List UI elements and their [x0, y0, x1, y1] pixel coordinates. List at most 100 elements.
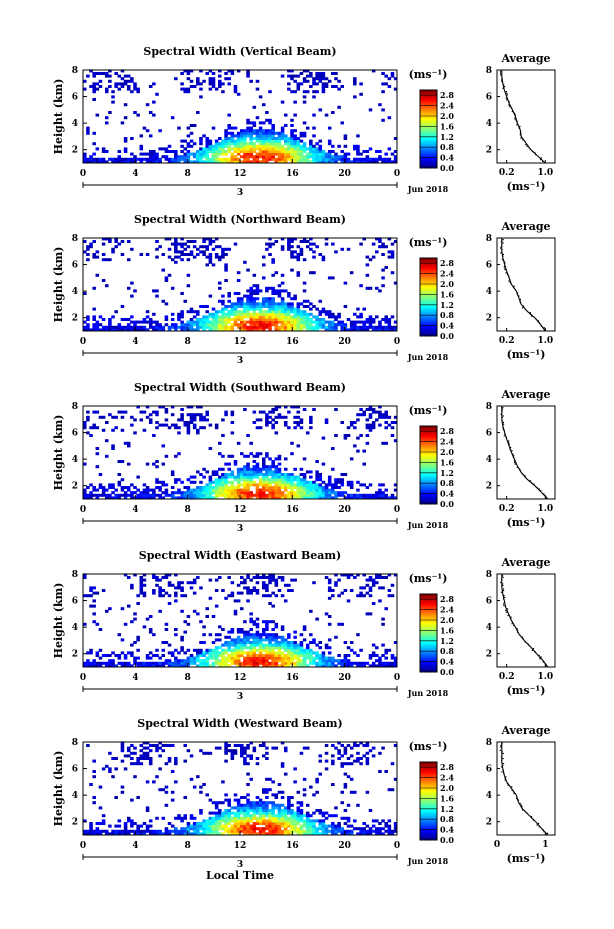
heatmap-cell [252, 648, 257, 652]
heatmap-cell [86, 131, 90, 135]
heatmap-cell [236, 488, 241, 492]
heatmap-cell [255, 302, 260, 306]
heatmap-cell [277, 803, 282, 807]
colorbar-segment [420, 666, 437, 669]
heatmap-cell [255, 486, 260, 489]
heatmap-cell [224, 129, 228, 133]
heatmap-cell [334, 77, 338, 81]
heatmap-cell [290, 486, 294, 489]
heatmap-cell [227, 641, 231, 644]
heatmap-cell [393, 439, 398, 443]
heatmap-cell [158, 594, 162, 598]
heatmap-cell [86, 410, 90, 414]
heatmap-cell [255, 801, 260, 805]
heatmap-cell [227, 312, 231, 316]
heatmap-cell [208, 325, 213, 329]
heatmap-cell [331, 157, 335, 161]
heatmap-cell [101, 237, 106, 241]
colorbar-tick-label: 1.6 [440, 625, 454, 635]
heatmap-cell [230, 323, 235, 327]
heatmap-cell [249, 79, 253, 83]
colorbar-segment [420, 649, 437, 652]
heatmap-cell [255, 137, 260, 140]
heatmap-cell [167, 573, 172, 577]
heatmap-cell [293, 827, 297, 831]
heatmap-cell [114, 415, 118, 419]
colorbar-segment [420, 300, 437, 303]
heatmap-cell [227, 819, 231, 823]
heatmap-cell [331, 486, 335, 489]
heatmap-cell [315, 152, 319, 156]
heatmap-cell [327, 475, 332, 479]
heatmap-cell [327, 656, 332, 660]
heatmap-cell [230, 483, 235, 487]
heatmap-cell [126, 486, 131, 489]
heatmap-cell [368, 586, 373, 590]
heatmap-cell [261, 121, 266, 125]
heatmap-cell [246, 656, 250, 660]
heatmap-cell [130, 315, 134, 319]
heatmap-cell [390, 496, 395, 500]
heatmap-cell [283, 646, 288, 650]
heatmap-cell [161, 788, 166, 792]
heatmap-cell [274, 137, 279, 140]
heatmap-cell [252, 131, 257, 135]
heatmap-cell [189, 488, 194, 492]
heatmap-cell [186, 160, 191, 164]
colorbar-segment [420, 100, 437, 103]
heatmap-cell [120, 85, 125, 88]
heatmap-cell [268, 323, 272, 327]
heatmap-cell [230, 152, 235, 156]
heatmap-cell [255, 323, 260, 327]
heatmap-cell [299, 480, 304, 484]
heatmap-cell [161, 483, 166, 487]
heatmap-cell [261, 137, 266, 140]
heatmap-cell [353, 426, 357, 430]
heatmap-cell [334, 573, 338, 577]
heatmap-cell [318, 139, 323, 143]
heatmap-cell [246, 661, 250, 665]
heatmap-cell [186, 405, 191, 409]
heatmap-cell [108, 240, 112, 243]
heatmap-cell [280, 312, 285, 316]
heatmap-cell [98, 315, 103, 319]
heatmap-cell [202, 418, 206, 422]
heatmap-cell [305, 157, 310, 161]
heatmap-cell [221, 90, 225, 94]
heatmap-cell [120, 486, 125, 489]
heatmap-cell [324, 643, 329, 647]
heatmap-cell [120, 651, 125, 655]
heatmap-cell [230, 493, 235, 497]
heatmap-cell [274, 646, 279, 650]
profile-y-tick-label: 4 [486, 623, 492, 633]
colorbar-segment [420, 635, 437, 638]
heatmap-cell [246, 496, 250, 500]
heatmap-cell [243, 586, 247, 590]
heatmap-cell [265, 661, 269, 665]
heatmap-cell [309, 85, 313, 88]
heatmap-cell [343, 654, 348, 657]
heatmap-cell [393, 150, 398, 153]
heatmap-cell [309, 480, 313, 484]
heatmap-cell [280, 152, 285, 156]
heatmap-cell [221, 480, 225, 484]
heatmap-cell [174, 245, 178, 249]
x-tick-label: 16 [286, 673, 299, 683]
heatmap-cell [255, 757, 260, 760]
heatmap-cell [261, 659, 266, 663]
heatmap-cell [211, 824, 216, 828]
heatmap-cell [236, 641, 241, 644]
heatmap-cell [271, 475, 275, 479]
heatmap-cell [252, 493, 257, 497]
heatmap-cell [283, 493, 288, 497]
heatmap-cell [208, 328, 213, 332]
heatmap-cell [243, 134, 247, 138]
heatmap-cell [265, 751, 269, 755]
heatmap-cell [164, 418, 169, 422]
heatmap-cell [265, 790, 269, 794]
profile-x-tick-label: 1.0 [537, 504, 553, 514]
heatmap-cell [309, 147, 313, 151]
heatmap-cell [246, 827, 250, 831]
heatmap-cell [387, 415, 392, 419]
heatmap-cell [268, 137, 272, 140]
